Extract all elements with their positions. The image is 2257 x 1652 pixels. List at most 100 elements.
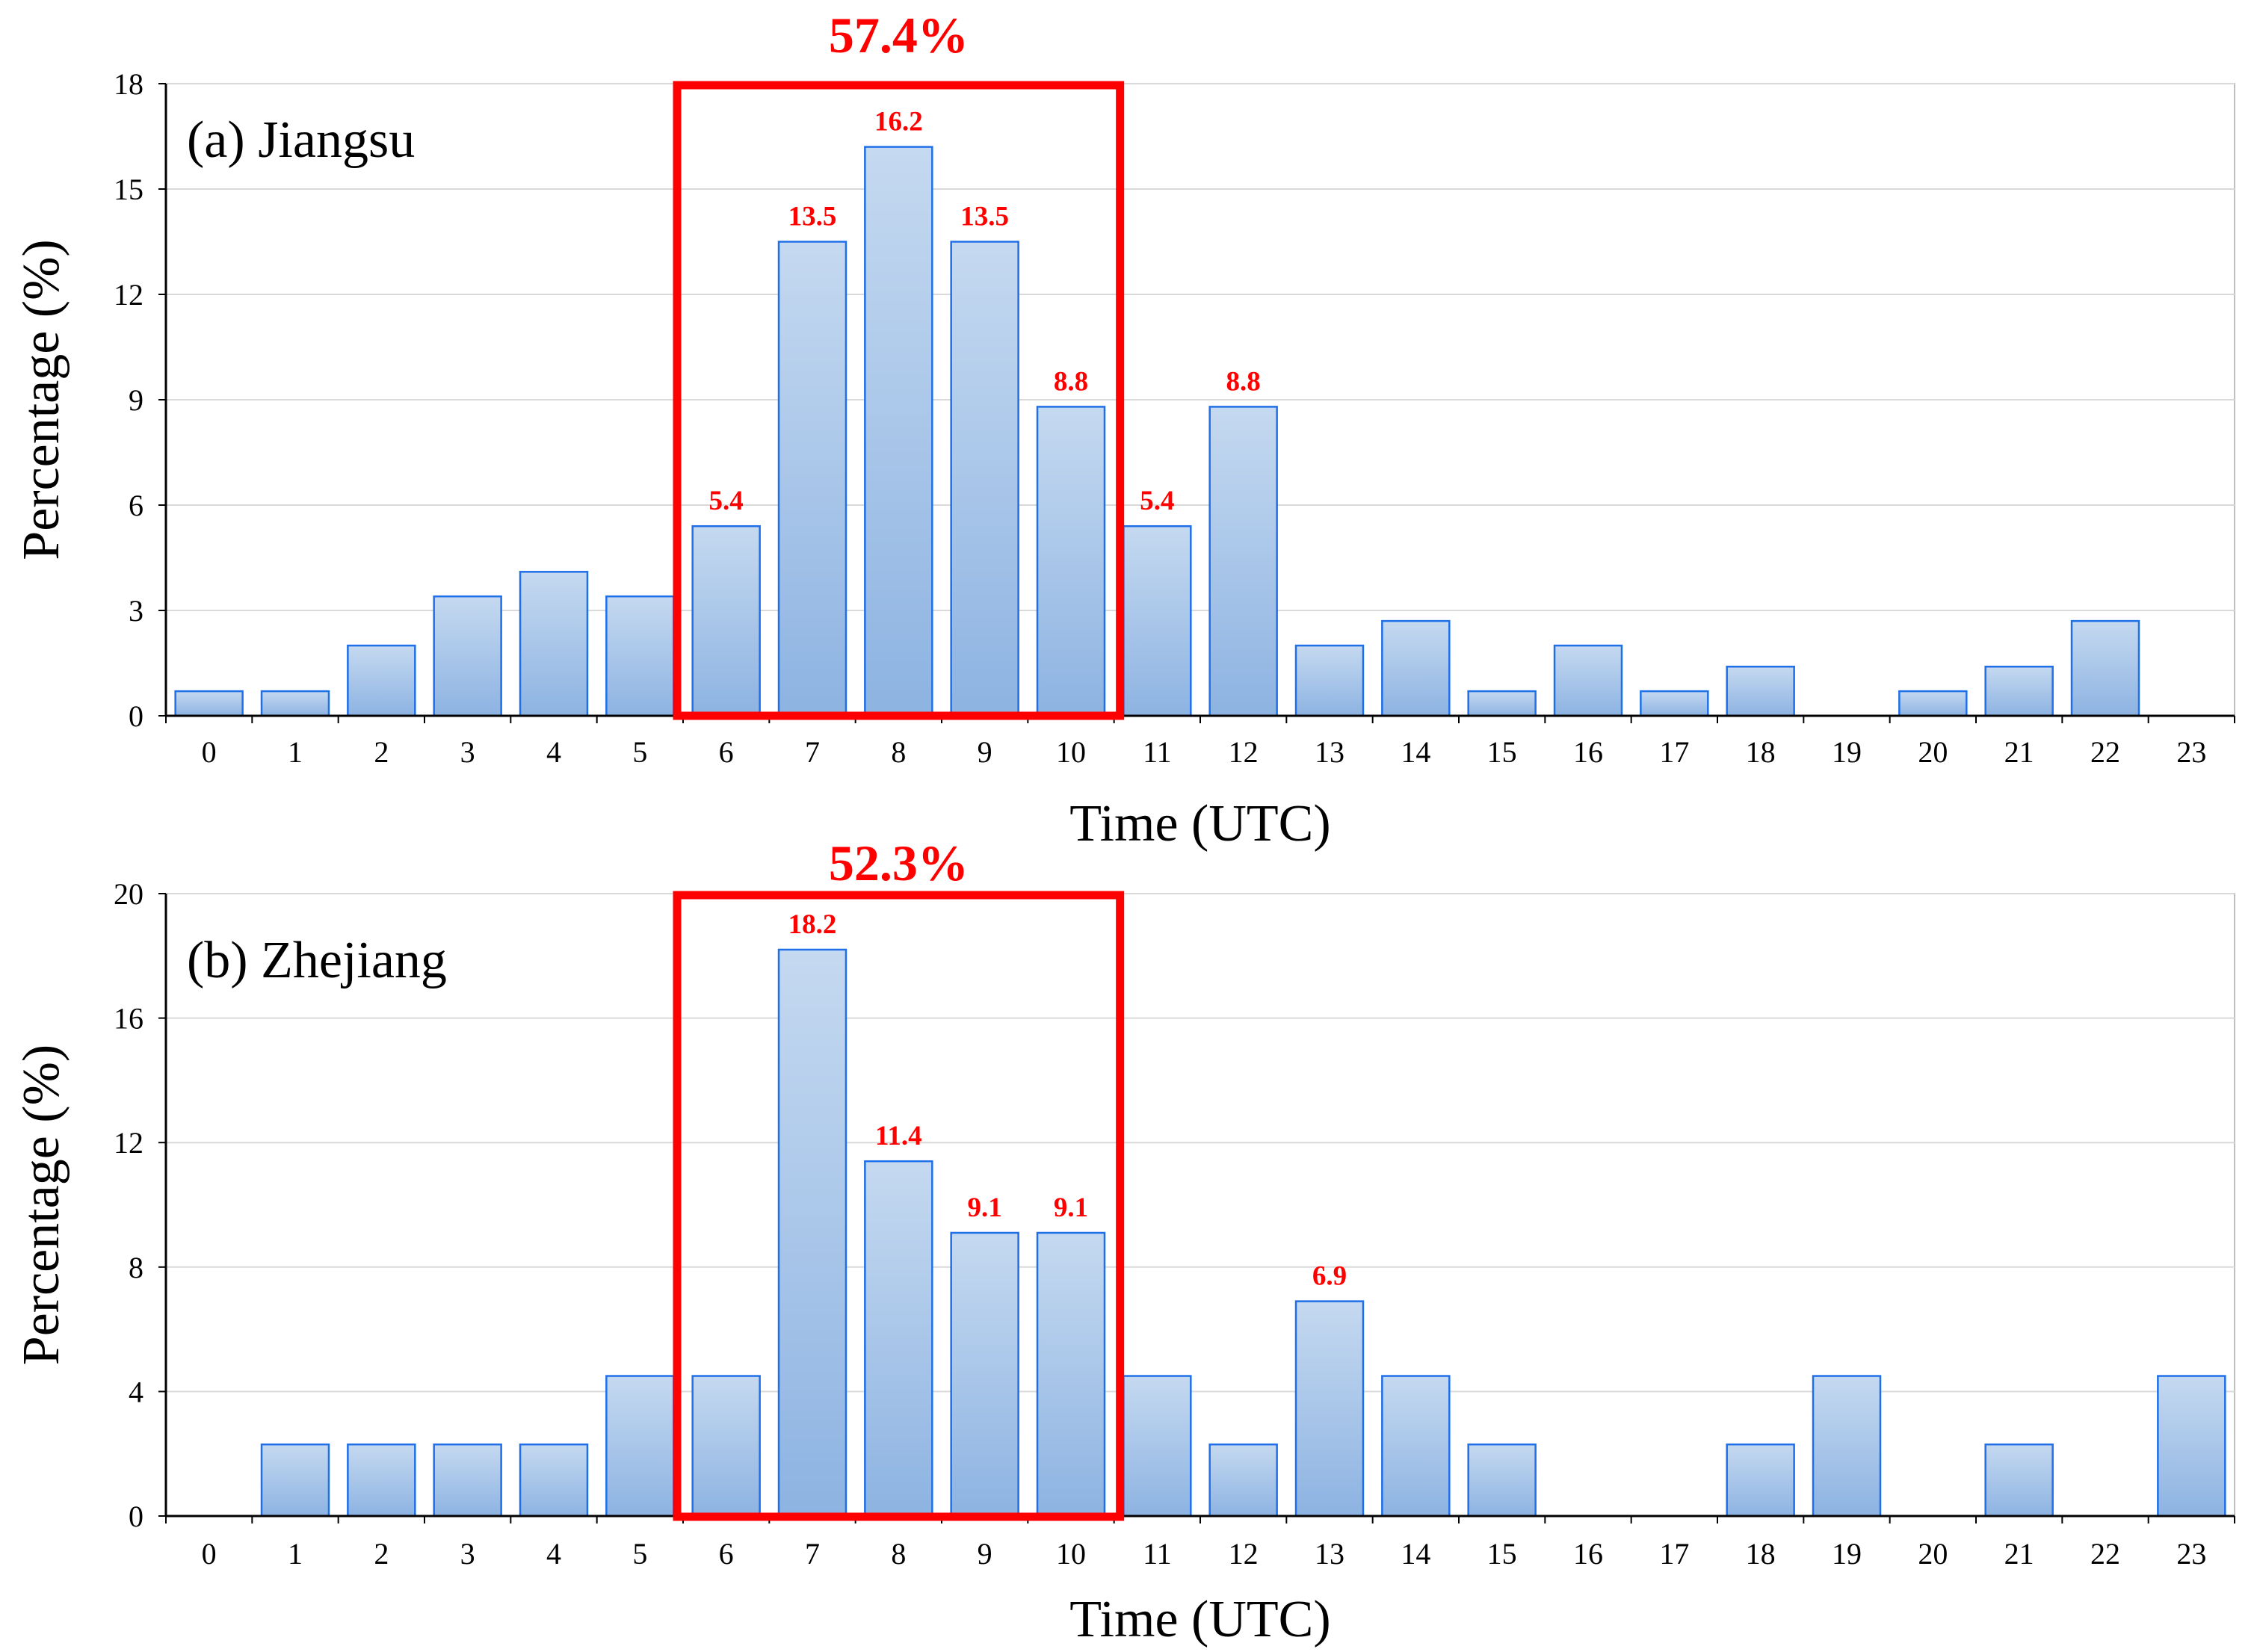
x-tick-label: 4 [546, 735, 561, 769]
x-tick-label: 15 [1487, 735, 1517, 769]
bar-8 [864, 146, 933, 717]
bar-9 [950, 241, 1019, 717]
y-tick-label: 6 [129, 489, 143, 522]
data-label: 9.1 [1054, 1192, 1088, 1223]
bar-12 [1208, 1443, 1278, 1518]
x-tick-label: 21 [2004, 1537, 2034, 1571]
data-label: 16.2 [874, 107, 923, 137]
x-tick-label: 9 [978, 735, 992, 769]
bar-14 [1381, 619, 1451, 717]
bar-15 [1467, 690, 1537, 717]
bar-6 [691, 1375, 761, 1518]
data-label: 6.9 [1312, 1261, 1347, 1292]
x-tick-label: 19 [1832, 1537, 1862, 1571]
highlight-box [673, 81, 1125, 720]
y-axis-title: Percentage (%) [13, 239, 70, 560]
x-tick-label: 11 [1143, 735, 1172, 769]
x-tick-label: 14 [1401, 1537, 1430, 1571]
x-tick-label: 13 [1315, 735, 1344, 769]
highlight-percentage: 57.4% [829, 7, 969, 64]
x-tick-label: 16 [1573, 735, 1603, 769]
x-tick-label: 21 [2004, 735, 2034, 769]
y-tick-label: 9 [129, 383, 143, 417]
y-tick-label: 0 [129, 699, 143, 733]
x-tick-label: 18 [1746, 735, 1776, 769]
x-tick-label: 19 [1832, 735, 1862, 769]
y-tick-label: 4 [129, 1375, 143, 1408]
bar-11 [1123, 525, 1192, 717]
x-tick-label: 16 [1573, 1537, 1603, 1571]
panel-label: (b) Zhejiang [187, 932, 447, 989]
bar-21 [1984, 1443, 2054, 1518]
bar-14 [1381, 1375, 1451, 1518]
bar-13 [1294, 1300, 1365, 1518]
bar-5 [605, 1375, 675, 1518]
x-tick-label: 4 [546, 1537, 561, 1571]
bar-1 [260, 690, 330, 717]
bar-3 [433, 595, 502, 717]
panel-label: (a) Jiangsu [187, 111, 415, 169]
y-tick-label: 12 [114, 1126, 143, 1160]
x-axis-title: Time (UTC) [1069, 795, 1330, 853]
y-tick-label: 18 [114, 67, 143, 101]
bar-1 [260, 1443, 330, 1518]
bar-13 [1294, 644, 1365, 717]
x-tick-label: 2 [374, 1537, 389, 1571]
x-tick-label: 20 [1918, 735, 1948, 769]
data-label: 13.5 [960, 202, 1009, 232]
bar-2 [347, 644, 416, 717]
bar-22 [2070, 619, 2140, 717]
x-tick-label: 23 [2176, 1537, 2206, 1571]
bar-2 [347, 1443, 416, 1518]
y-tick-label: 3 [129, 594, 143, 628]
bar-17 [1640, 690, 1709, 717]
data-label: 9.1 [968, 1192, 1002, 1223]
bar-21 [1984, 665, 2054, 717]
bar-7 [777, 948, 847, 1518]
x-tick-label: 17 [1659, 1537, 1689, 1571]
bar-12 [1208, 406, 1278, 717]
x-tick-label: 3 [460, 735, 475, 769]
x-tick-label: 14 [1401, 735, 1430, 769]
x-tick-label: 3 [460, 1537, 475, 1571]
x-tick-label: 15 [1487, 1537, 1517, 1571]
x-tick-label: 10 [1056, 1537, 1086, 1571]
bar-10 [1036, 1231, 1106, 1518]
x-tick-label: 12 [1229, 1537, 1259, 1571]
x-tick-label: 22 [2090, 1537, 2120, 1571]
x-tick-label: 9 [978, 1537, 992, 1571]
x-tick-label: 6 [719, 735, 734, 769]
data-label: 5.4 [709, 486, 744, 516]
bar-7 [777, 241, 847, 717]
bar-15 [1467, 1443, 1537, 1518]
data-label: 5.4 [1140, 486, 1174, 516]
x-tick-label: 12 [1229, 735, 1259, 769]
x-tick-label: 0 [202, 1537, 217, 1571]
y-tick-label: 8 [129, 1251, 143, 1284]
bar-11 [1123, 1375, 1192, 1518]
bar-10 [1036, 406, 1106, 717]
bar-16 [1553, 644, 1623, 717]
y-tick-label: 15 [114, 173, 143, 206]
x-tick-label: 20 [1918, 1537, 1948, 1571]
x-axis-title: Time (UTC) [1069, 1591, 1330, 1648]
x-tick-label: 1 [288, 735, 303, 769]
bar-4 [519, 1443, 589, 1518]
y-tick-label: 0 [129, 1500, 143, 1533]
data-label: 18.2 [788, 909, 837, 940]
x-tick-label: 17 [1659, 735, 1689, 769]
x-tick-label: 8 [891, 1537, 906, 1571]
bar-4 [519, 571, 589, 717]
x-tick-label: 22 [2090, 735, 2120, 769]
bar-6 [691, 525, 761, 717]
x-tick-label: 8 [891, 735, 906, 769]
x-tick-label: 6 [719, 1537, 734, 1571]
highlight-box [673, 891, 1125, 1521]
bar-18 [1726, 1443, 1795, 1518]
data-label: 11.4 [875, 1121, 922, 1151]
bar-20 [1898, 690, 1968, 717]
y-tick-label: 16 [114, 1002, 143, 1036]
bar-18 [1726, 665, 1795, 717]
x-tick-label: 5 [632, 1537, 647, 1571]
